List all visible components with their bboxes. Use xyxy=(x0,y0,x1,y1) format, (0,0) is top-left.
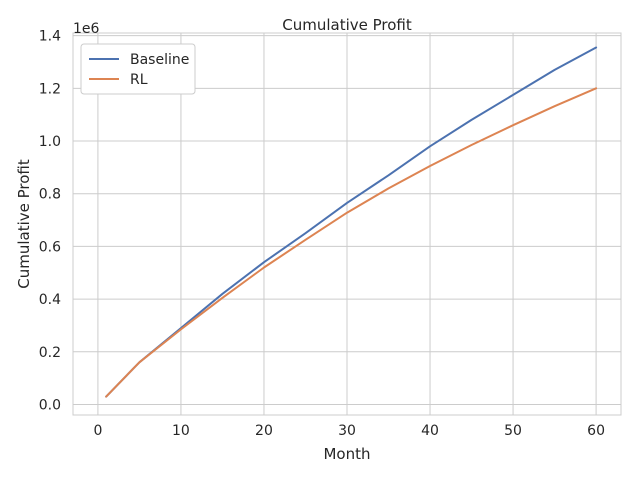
chart-title: Cumulative Profit xyxy=(282,16,412,34)
y-axis-label: Cumulative Profit xyxy=(15,159,33,289)
x-tick-label: 30 xyxy=(338,423,356,439)
y-tick-label: 1.4 xyxy=(39,29,61,45)
series-line-baseline xyxy=(105,46,598,398)
x-tick-label: 0 xyxy=(93,423,102,439)
x-tick-label: 60 xyxy=(587,423,605,439)
x-tick-label: 10 xyxy=(172,423,190,439)
y-tick-label: 1.0 xyxy=(39,134,61,150)
y-tick-label: 0.6 xyxy=(39,239,61,255)
series-line-rl xyxy=(105,87,598,398)
legend-box xyxy=(80,43,196,95)
x-tick-label: 50 xyxy=(504,423,522,439)
y-tick-label: 0.4 xyxy=(39,292,61,308)
series-lines xyxy=(105,46,598,398)
legend-label-baseline: Baseline xyxy=(130,52,189,68)
y-scale-label: 1e6 xyxy=(73,21,100,37)
grid-lines xyxy=(73,33,621,415)
y-tick-label: 0.8 xyxy=(39,187,61,203)
plot-frame xyxy=(72,32,622,416)
y-tick-label: 0.2 xyxy=(39,345,61,361)
x-axis-label: Month xyxy=(323,445,370,463)
legend: Baseline RL xyxy=(80,43,196,95)
x-tick-label: 20 xyxy=(255,423,273,439)
y-tick-label: 1.2 xyxy=(39,81,61,97)
legend-label-rl: RL xyxy=(130,72,148,88)
tick-labels: 0 10 20 30 40 50 60 0.0 0.2 0.4 0.6 0.8 1.0 1.2 1.4 xyxy=(39,29,605,439)
y-tick-label: 0.0 xyxy=(39,397,61,413)
x-tick-label: 40 xyxy=(421,423,439,439)
